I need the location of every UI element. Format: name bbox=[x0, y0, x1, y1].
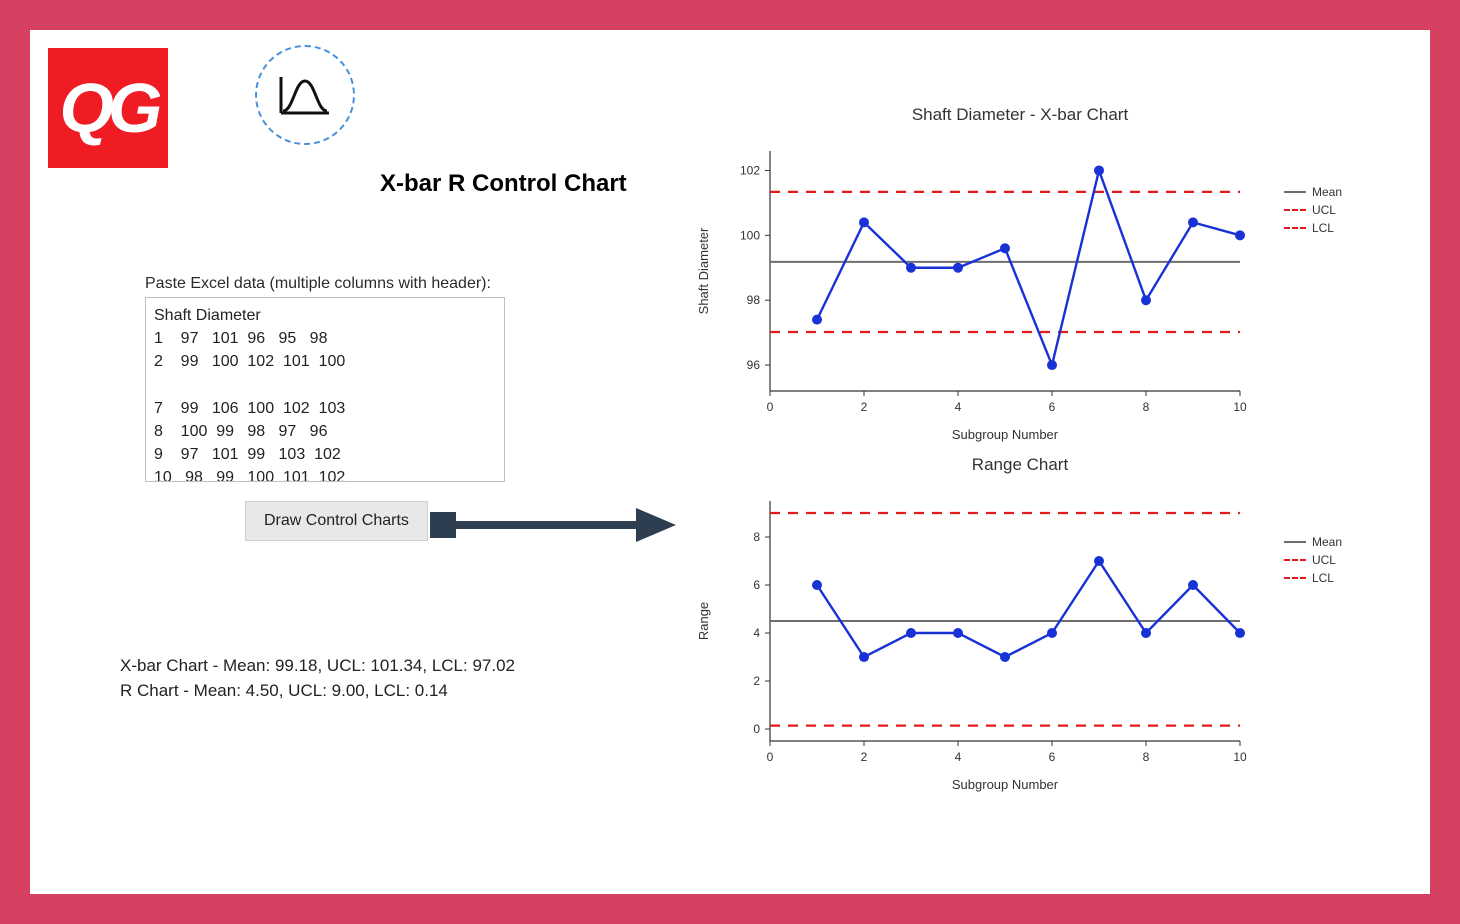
xbar-chart: Shaft Diameter - X-bar Chart 96981001020… bbox=[690, 105, 1350, 465]
data-textarea[interactable] bbox=[145, 297, 505, 482]
svg-text:100: 100 bbox=[740, 228, 760, 242]
data-input-label: Paste Excel data (multiple columns with … bbox=[145, 275, 525, 293]
legend-mean: Mean bbox=[1284, 535, 1342, 549]
legend-lcl: LCL bbox=[1284, 571, 1342, 585]
rchart-stats-line: R Chart - Mean: 4.50, UCL: 9.00, LCL: 0.… bbox=[120, 679, 515, 704]
arrow-icon bbox=[430, 502, 680, 557]
legend-mean: Mean bbox=[1284, 185, 1342, 199]
svg-text:102: 102 bbox=[740, 163, 760, 177]
qg-logo: QG bbox=[48, 48, 168, 168]
svg-text:4: 4 bbox=[753, 626, 760, 640]
distribution-icon bbox=[255, 45, 355, 145]
legend-mean-label: Mean bbox=[1312, 185, 1342, 199]
qg-logo-text: QG bbox=[60, 68, 157, 148]
svg-text:8: 8 bbox=[1143, 750, 1150, 764]
legend-lcl-label: LCL bbox=[1312, 571, 1334, 585]
svg-text:2: 2 bbox=[861, 400, 868, 414]
xbar-chart-title: Shaft Diameter - X-bar Chart bbox=[690, 105, 1350, 125]
range-legend: Mean UCL LCL bbox=[1284, 535, 1342, 589]
svg-text:2: 2 bbox=[861, 750, 868, 764]
range-chart: Range Chart 0 2 4 6 8 0 2 4 6 8 10 Subgroup Number R… bbox=[690, 455, 1350, 815]
legend-ucl-label: UCL bbox=[1312, 553, 1336, 567]
xbar-stats-line: X-bar Chart - Mean: 99.18, UCL: 101.34, … bbox=[120, 654, 515, 679]
svg-text:0: 0 bbox=[753, 722, 760, 736]
legend-ucl: UCL bbox=[1284, 203, 1342, 217]
svg-text:4: 4 bbox=[955, 750, 962, 764]
legend-mean-label: Mean bbox=[1312, 535, 1342, 549]
svg-text:0: 0 bbox=[767, 750, 774, 764]
range-chart-title: Range Chart bbox=[690, 455, 1350, 475]
xbar-chart-svg: 96 98 100 102 0 2 4 6 8 10 Subgroup Number Shaft Di… bbox=[690, 131, 1350, 451]
svg-text:Subgroup Number: Subgroup Number bbox=[952, 777, 1059, 792]
page-title: X-bar R Control Chart bbox=[380, 170, 627, 198]
svg-text:6: 6 bbox=[1049, 750, 1056, 764]
draw-charts-button[interactable]: Draw Control Charts bbox=[245, 501, 428, 541]
svg-text:0: 0 bbox=[767, 400, 774, 414]
svg-text:Subgroup Number: Subgroup Number bbox=[952, 427, 1059, 442]
svg-text:8: 8 bbox=[1143, 400, 1150, 414]
stats-summary: X-bar Chart - Mean: 99.18, UCL: 101.34, … bbox=[120, 654, 515, 703]
svg-text:6: 6 bbox=[1049, 400, 1056, 414]
svg-text:98: 98 bbox=[747, 293, 761, 307]
range-chart-svg: 0 2 4 6 8 0 2 4 6 8 10 Subgroup Number Range bbox=[690, 481, 1350, 801]
svg-text:2: 2 bbox=[753, 674, 760, 688]
svg-text:Shaft Diameter: Shaft Diameter bbox=[696, 227, 711, 314]
svg-text:4: 4 bbox=[955, 400, 962, 414]
svg-text:10: 10 bbox=[1233, 750, 1247, 764]
xbar-legend: Mean UCL LCL bbox=[1284, 185, 1342, 239]
svg-text:6: 6 bbox=[753, 578, 760, 592]
legend-lcl-label: LCL bbox=[1312, 221, 1334, 235]
svg-text:8: 8 bbox=[753, 530, 760, 544]
svg-text:96: 96 bbox=[747, 358, 761, 372]
svg-text:Range: Range bbox=[696, 602, 711, 640]
app-canvas: QG X-bar R Control Chart Paste Excel dat… bbox=[30, 30, 1430, 894]
svg-text:10: 10 bbox=[1233, 400, 1247, 414]
legend-ucl: UCL bbox=[1284, 553, 1342, 567]
legend-lcl: LCL bbox=[1284, 221, 1342, 235]
legend-ucl-label: UCL bbox=[1312, 203, 1336, 217]
